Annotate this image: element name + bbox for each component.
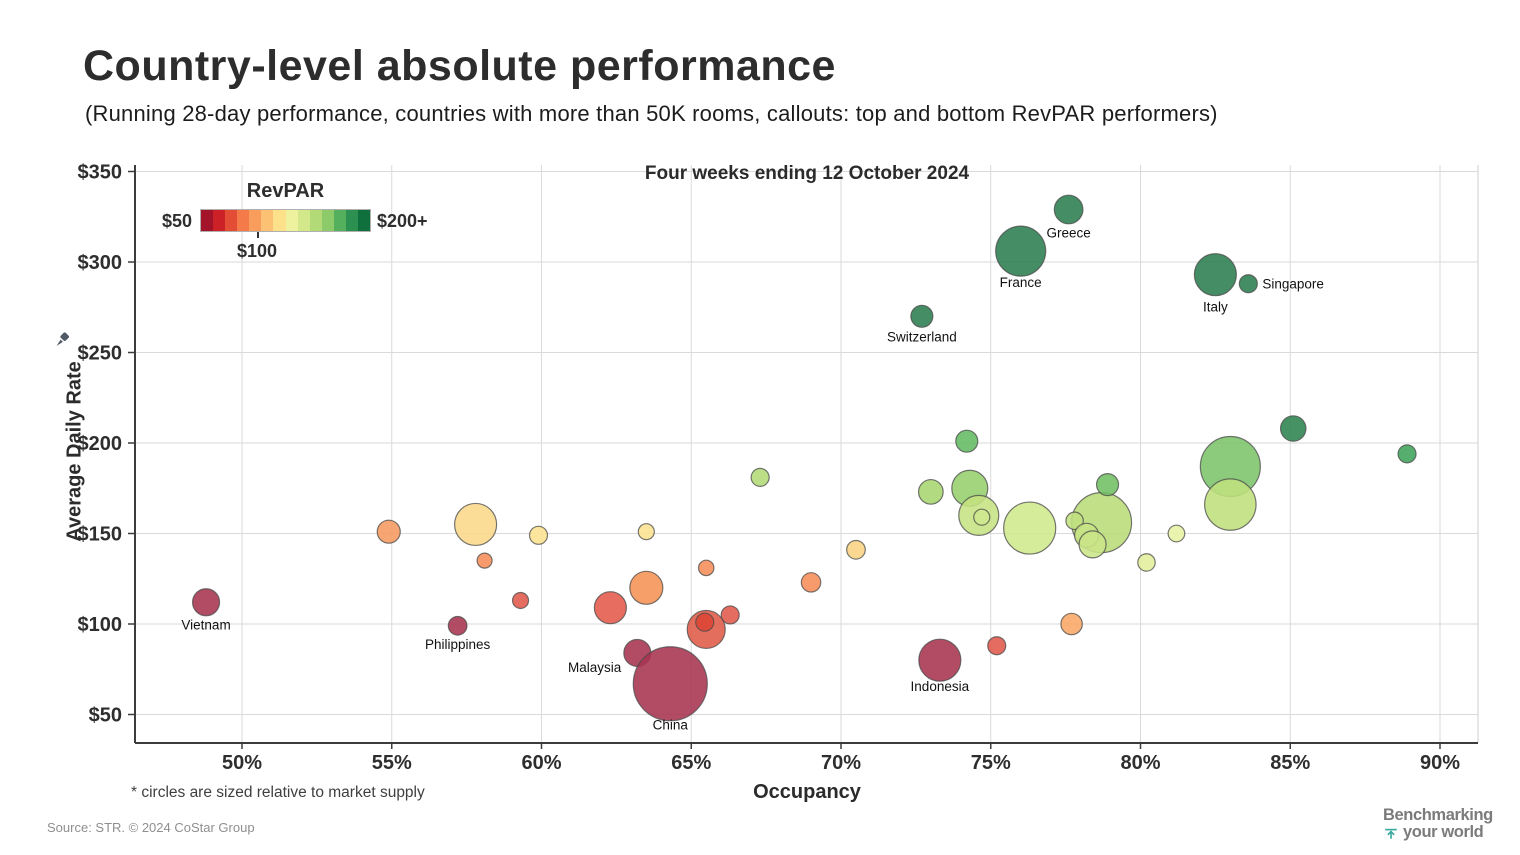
bubble[interactable] [476,552,493,569]
y-axis-title: Average Daily Rate [63,361,86,542]
callout-label-france: France [1000,275,1042,290]
bubble[interactable] [1065,511,1084,531]
bubble[interactable] [973,508,991,526]
bubble[interactable] [528,525,549,545]
bubble[interactable] [697,559,715,577]
legend-color-step [285,210,298,231]
legend-color-step [261,210,274,231]
legend-title: RevPAR [246,180,325,202]
bubble[interactable] [720,605,740,625]
legend-color-step [321,210,334,231]
x-tick-label: 50% [222,752,262,774]
y-tick-label: $150 [78,524,123,546]
bubble-italy[interactable] [1193,253,1237,297]
bubble-singapore[interactable] [1238,274,1258,294]
x-tick-label: 90% [1420,752,1460,774]
callout-label-switzerland: Switzerland [887,329,957,344]
logo-line1: Benchmarking [1383,806,1493,824]
x-tick-label: 60% [521,752,561,774]
bubble[interactable] [629,570,664,605]
callout-label-philippines: Philippines [425,637,491,652]
bubble-philippines[interactable] [447,615,468,636]
callout-label-malaysia: Malaysia [568,660,622,675]
y-tick-label: $200 [78,433,123,455]
legend-color-step [201,210,214,231]
x-axis-title: Occupancy [753,781,861,803]
bubble[interactable] [376,519,401,544]
x-tick-label: 85% [1270,752,1310,774]
bubble[interactable] [1060,612,1083,636]
bubble-china[interactable] [632,646,708,722]
y-tick-label: $100 [78,614,123,636]
bubble[interactable] [1397,444,1417,464]
x-tick-label: 75% [971,752,1011,774]
page-subtitle: (Running 28-day performance, countries w… [85,101,1218,126]
callout-label-china: China [653,718,689,733]
bubble-vietnam[interactable] [191,588,221,617]
legend-mid-tick [257,232,259,238]
bubble-switzerland[interactable] [910,304,934,328]
callout-label-greece: Greece [1046,226,1090,241]
legend-color-step [333,210,346,231]
bubble[interactable] [750,467,770,487]
bubble[interactable] [800,572,822,593]
bubble[interactable] [846,539,866,560]
chart-subtitle: Four weeks ending 12 October 2024 [644,163,970,184]
legend-color-step [213,210,226,231]
callout-label-singapore: Singapore [1262,277,1324,292]
legend-color-step [358,210,371,231]
legend-min-label: $50 [161,211,192,231]
bubble[interactable] [1078,530,1107,559]
callout-label-indonesia: Indonesia [911,679,970,694]
pushpin-icon [56,332,69,346]
bubble[interactable] [695,612,715,632]
legend-color-step [273,210,286,231]
bubble[interactable] [987,636,1007,656]
bubble-indonesia[interactable] [918,638,962,682]
legend-mid-label: $100 [236,241,278,261]
y-tick-label: $300 [78,252,123,274]
logo: Benchmarking your world [1383,807,1493,841]
legend-color-step [309,210,322,231]
page-title: Country-level absolute performance [83,42,836,90]
callout-label-vietnam: Vietnam [181,617,230,632]
str-logo-icon [1385,828,1397,839]
bubble[interactable] [1003,501,1057,555]
legend-color-step [249,210,262,231]
legend-color-step [297,210,310,231]
legend-colorbar [200,209,371,232]
x-tick-label: 65% [671,752,711,774]
source-text: Source: STR. © 2024 CoStar Group [47,820,255,835]
bubble[interactable] [1095,473,1120,497]
bubble[interactable] [917,478,944,505]
bubble[interactable] [955,429,979,453]
bubble[interactable] [1137,553,1156,572]
legend-color-step [237,210,250,231]
legend-color-step [225,210,238,231]
bubble-greece[interactable] [1053,194,1084,225]
logo-line2: your world [1403,823,1484,841]
bubble[interactable] [1279,415,1307,442]
x-tick-label: 55% [372,752,412,774]
bubble[interactable] [1204,478,1257,531]
y-tick-label: $50 [89,705,122,727]
bubble-france[interactable] [995,225,1047,277]
callout-label-italy: Italy [1203,300,1228,315]
footnote: * circles are sized relative to market s… [131,784,425,801]
bubble[interactable] [511,591,530,610]
bubble[interactable] [454,502,498,547]
y-tick-label: $250 [78,343,123,365]
y-tick-label: $350 [78,162,123,184]
x-tick-label: 80% [1120,752,1160,774]
x-tick-label: 70% [821,752,861,774]
legend-max-label: $200+ [377,211,428,231]
bubble[interactable] [593,591,627,625]
legend-color-step [345,210,359,231]
bubble[interactable] [637,523,655,541]
bubble[interactable] [1167,524,1186,543]
